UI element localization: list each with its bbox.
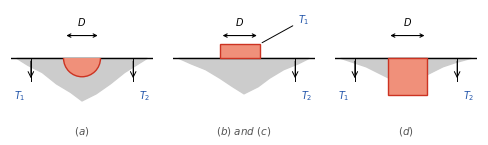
Polygon shape <box>341 58 471 81</box>
Text: $D$: $D$ <box>403 16 412 28</box>
Polygon shape <box>179 58 309 94</box>
Text: $(a)$: $(a)$ <box>74 125 90 138</box>
Text: $T_2$: $T_2$ <box>463 90 474 103</box>
Text: $(b)$ and $(c)$: $(b)$ and $(c)$ <box>216 125 272 138</box>
Text: $D$: $D$ <box>78 16 86 28</box>
Text: $D$: $D$ <box>235 16 244 28</box>
Bar <box>387 58 427 95</box>
Text: $T_1$: $T_1$ <box>14 90 25 103</box>
Circle shape <box>63 40 101 77</box>
Polygon shape <box>17 58 147 101</box>
Text: $T_1$: $T_1$ <box>262 13 309 43</box>
Text: $T_2$: $T_2$ <box>301 90 312 103</box>
Text: $(d)$: $(d)$ <box>398 125 414 138</box>
Bar <box>220 44 260 58</box>
Text: $T_1$: $T_1$ <box>338 90 349 103</box>
Text: $T_2$: $T_2$ <box>139 90 150 103</box>
